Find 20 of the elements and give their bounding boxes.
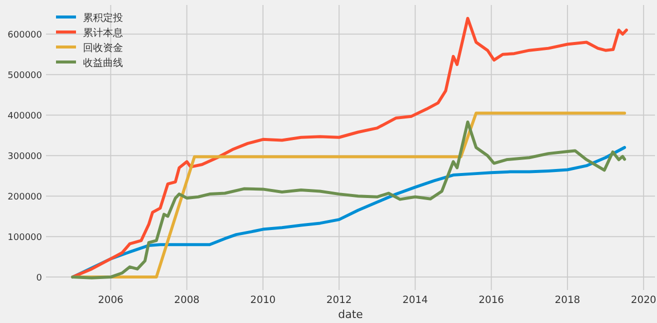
x-tick-label: 2010 — [250, 295, 276, 306]
x-tick-label: 2020 — [630, 295, 656, 306]
legend-label: 收益曲线 — [83, 57, 123, 69]
y-tick-label: 300000 — [8, 152, 42, 162]
y-tick-label: 0 — [36, 274, 42, 284]
y-tick-label: 400000 — [8, 112, 42, 122]
x-tick-label: 2012 — [326, 295, 352, 306]
y-tick-label: 100000 — [8, 233, 42, 244]
x-tick-label: 2006 — [98, 295, 124, 306]
x-axis-title: date — [338, 308, 364, 321]
x-tick-label: 2018 — [554, 295, 580, 306]
x-tick-label: 2016 — [478, 295, 504, 306]
x-tick-label: 2014 — [402, 295, 428, 306]
legend-label: 累积定投 — [83, 12, 123, 24]
x-tick-label: 2008 — [174, 295, 200, 306]
legend-label: 回收资金 — [83, 42, 123, 54]
y-tick-label: 200000 — [8, 192, 42, 203]
y-tick-label: 600000 — [8, 30, 42, 41]
y-tick-label: 500000 — [8, 71, 42, 82]
legend-label: 累计本息 — [83, 27, 123, 39]
